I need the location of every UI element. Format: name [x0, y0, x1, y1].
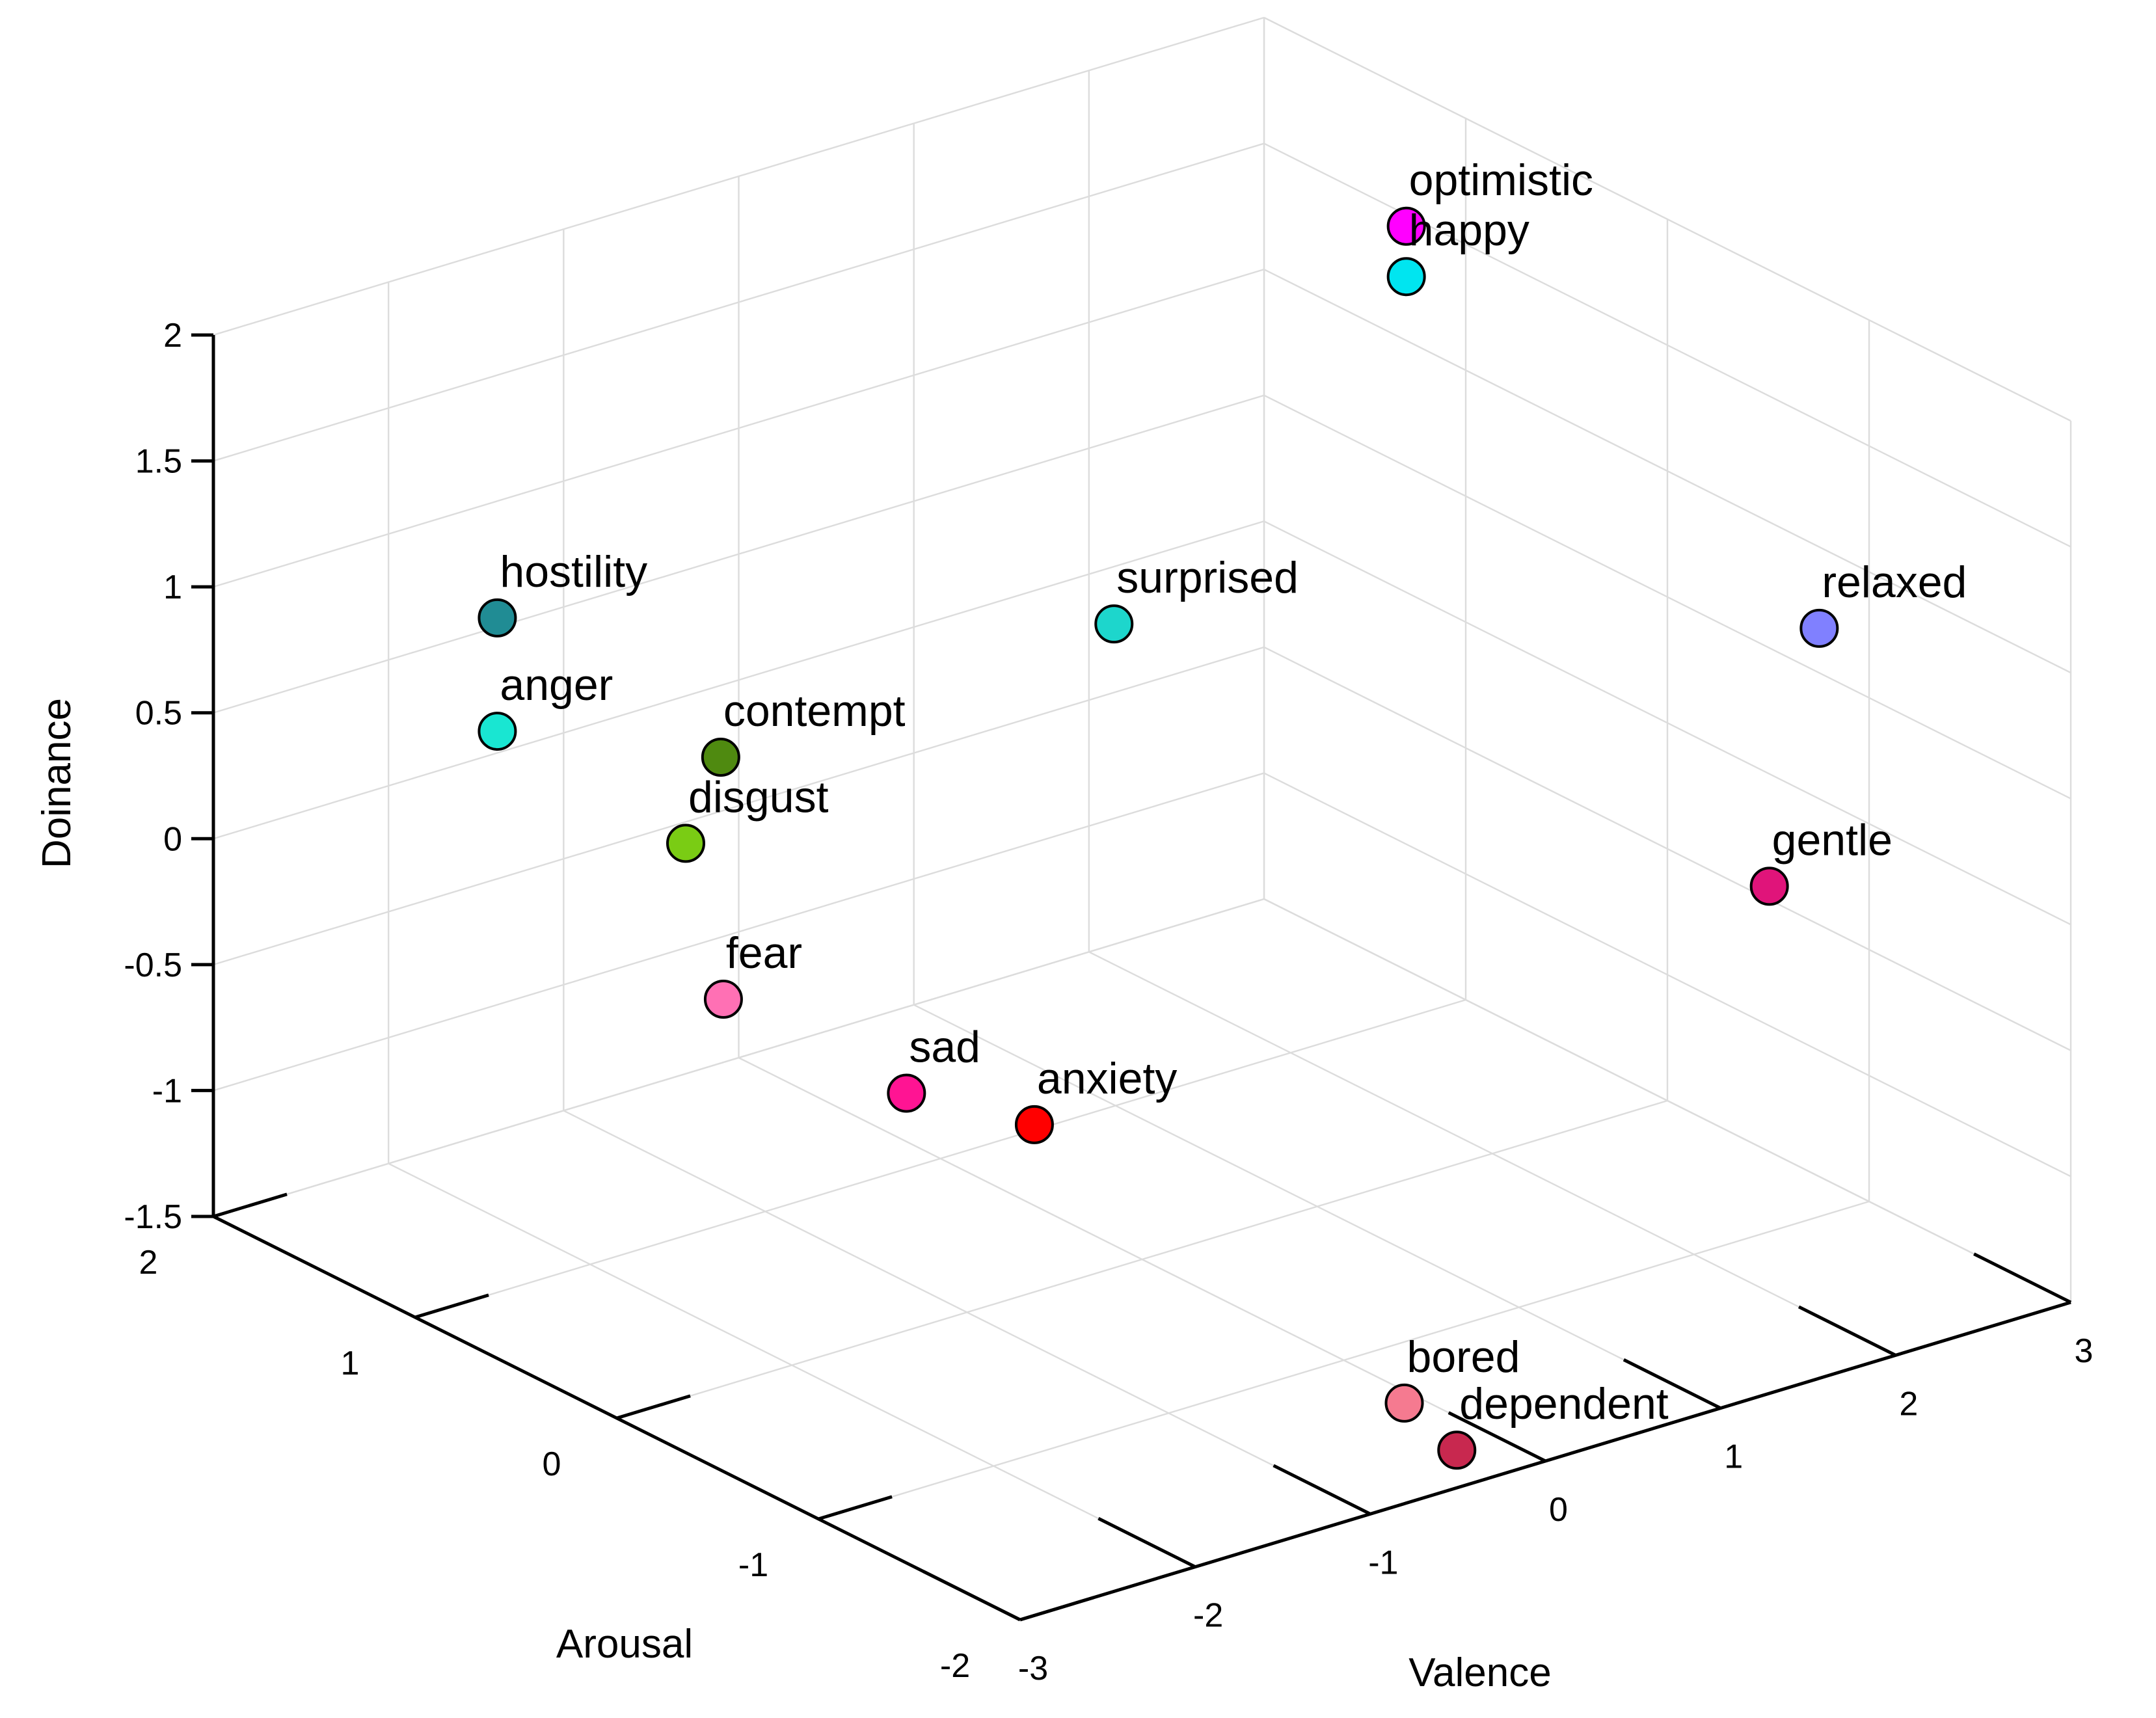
side-wall-grid-line — [1263, 520, 2071, 926]
valence-tick-mark — [1973, 1252, 2072, 1304]
point-label-sad: sad — [909, 1022, 980, 1071]
valence-tick-mark — [1448, 1411, 1546, 1463]
point-optimistic — [1386, 206, 1426, 246]
back-wall-grid-line — [213, 898, 1265, 1218]
point-relaxed — [1799, 608, 1839, 648]
arousal-tick-label: -1 — [738, 1546, 768, 1584]
side-wall-grid-line — [1263, 898, 2071, 1304]
back-wall-grid-line — [213, 268, 1265, 588]
dominance-tick-label: 2 — [163, 317, 182, 355]
back-wall-grid-line — [213, 646, 1265, 966]
floor-grid-line — [616, 1099, 1668, 1419]
arousal-tick-label: -2 — [940, 1647, 970, 1685]
side-wall-grid-line — [1263, 772, 2071, 1177]
side-wall-grid-line — [1263, 16, 2071, 422]
point-label-anger: anger — [500, 660, 613, 710]
point-gentle — [1749, 866, 1789, 906]
arousal-tick-label: 2 — [139, 1244, 158, 1282]
point-label-surprised: surprised — [1116, 553, 1299, 602]
valence-tick-label: 1 — [1724, 1438, 1743, 1476]
point-surprised — [1094, 604, 1134, 644]
point-label-anxiety: anxiety — [1037, 1054, 1177, 1103]
valence-tick-mark — [1098, 1517, 1196, 1568]
valence-tick-label: -1 — [1368, 1544, 1398, 1581]
point-label-contempt: contempt — [723, 686, 906, 736]
point-label-bored: bored — [1407, 1332, 1520, 1382]
arousal-tick-mark — [1019, 1596, 1094, 1622]
dominance-tick-label: -1 — [152, 1072, 182, 1110]
point-dependent — [1437, 1430, 1477, 1470]
point-label-fear: fear — [726, 928, 802, 978]
valence-axis-title: Valence — [1408, 1650, 1551, 1695]
side-wall-grid-line — [1263, 269, 2071, 674]
back-wall-grid-line — [213, 394, 1265, 714]
point-label-happy: happy — [1409, 206, 1529, 255]
tick-layer: -3 -2 -1 0 1 2 3 -2 -1 0 1 2 -1.5 -1 -0.5 0 0.5 1 1.5 2 — [124, 317, 2093, 1687]
back-wall-grid-line — [213, 142, 1265, 462]
point-label-relaxed: relaxed — [1822, 557, 1967, 607]
point-label-hostility: hostility — [500, 547, 647, 597]
floor-grid-line — [414, 999, 1466, 1319]
valence-tick-label: -3 — [1018, 1650, 1048, 1687]
valence-tick-mark — [1273, 1464, 1371, 1516]
dominance-axis-title: Doinance — [34, 698, 79, 868]
dominance-tick-label: -1.5 — [124, 1198, 182, 1236]
point-happy — [1386, 257, 1426, 297]
floor-grid-line — [818, 1200, 1870, 1520]
arousal-tick-mark — [414, 1293, 489, 1319]
arousal-tick-mark — [616, 1394, 691, 1420]
dominance-tick-label: 0.5 — [135, 695, 182, 732]
point-label-optimistic: optimistic — [1409, 155, 1593, 205]
valence-tick-label: 2 — [1899, 1385, 1918, 1423]
dominance-tick-label: 0 — [163, 820, 182, 858]
arousal-axis-title: Arousal — [556, 1622, 693, 1667]
valence-tick-mark — [923, 1570, 1021, 1622]
dominance-tick-label: 1 — [163, 569, 182, 606]
valence-tick-mark — [1623, 1358, 1721, 1410]
valence-tick-mark — [1798, 1305, 1896, 1357]
arousal-tick-mark — [213, 1192, 288, 1218]
dominance-tick-label: -0.5 — [124, 946, 182, 984]
valence-tick-label: 0 — [1549, 1491, 1568, 1529]
arousal-tick-label: 1 — [341, 1345, 360, 1382]
point-fear — [703, 980, 743, 1019]
dominance-tick-label: 1.5 — [135, 443, 182, 481]
point-contempt — [701, 737, 740, 777]
point-label-dependent: dependent — [1459, 1379, 1669, 1429]
point-anxiety — [1014, 1105, 1054, 1144]
point-bored — [1384, 1383, 1424, 1423]
axis-layer — [211, 335, 2071, 1622]
arousal-tick-mark — [818, 1495, 893, 1521]
side-wall-grid-line — [1263, 646, 2071, 1051]
valence-tick-label: -2 — [1193, 1597, 1223, 1635]
arousal-tick-label: 0 — [543, 1445, 561, 1483]
point-anger — [478, 712, 517, 751]
point-disgust — [666, 824, 705, 863]
point-sad — [887, 1073, 926, 1113]
back-wall-grid-line — [213, 16, 1265, 336]
back-wall-grid-line — [213, 772, 1265, 1092]
point-label-disgust: disgust — [688, 772, 829, 822]
back-wall-grid-line — [213, 520, 1265, 840]
side-wall-grid-line — [1263, 394, 2071, 799]
point-layer — [478, 206, 1839, 1470]
valence-tick-label: 3 — [2075, 1332, 2094, 1370]
point-hostility — [478, 598, 517, 638]
point-label-gentle: gentle — [1772, 815, 1893, 865]
